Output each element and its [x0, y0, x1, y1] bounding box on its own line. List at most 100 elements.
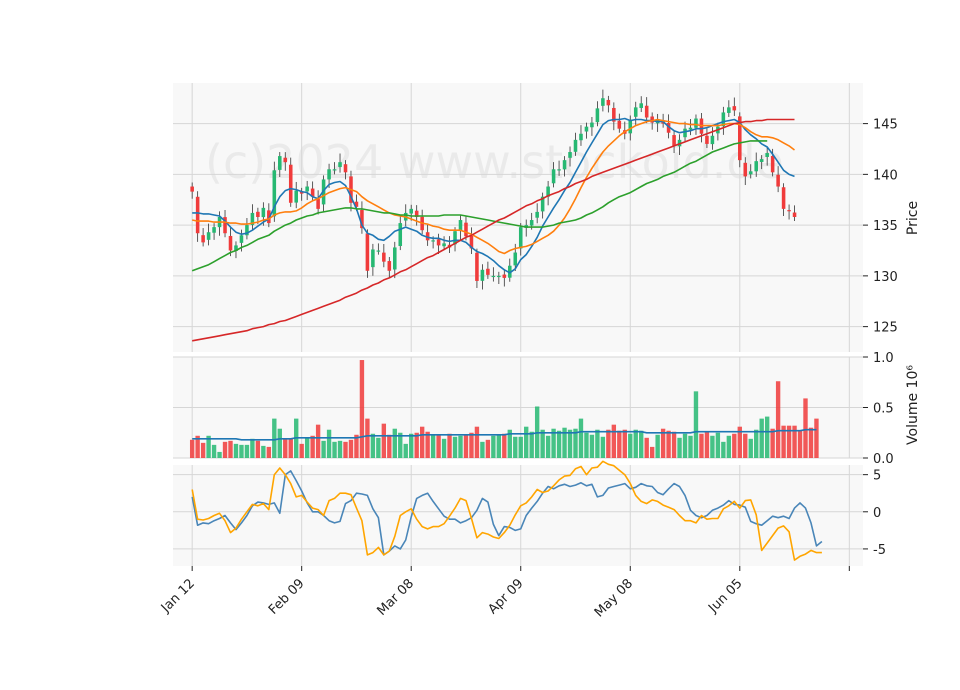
candle-body	[431, 240, 435, 242]
volume-bar	[304, 437, 310, 458]
candle	[267, 203, 271, 228]
volume-bar	[704, 431, 710, 458]
candle-body	[644, 105, 649, 118]
candle	[212, 223, 216, 240]
volume-bar	[250, 438, 255, 458]
candle	[765, 147, 769, 166]
candle-body	[776, 174, 780, 187]
candle-body	[414, 210, 419, 217]
candle	[272, 161, 277, 222]
volume-bar	[748, 438, 753, 458]
candle	[283, 152, 288, 171]
candle	[343, 160, 348, 180]
candle-body	[502, 274, 507, 278]
volume-bar	[529, 431, 534, 458]
candle-body	[672, 135, 676, 146]
volume-bar	[200, 442, 206, 458]
candle	[606, 95, 611, 113]
volume-bar	[518, 436, 523, 458]
volume-bar	[699, 433, 704, 458]
volume-bar	[425, 431, 430, 458]
volume-bar	[775, 381, 781, 458]
candle-body	[562, 160, 567, 170]
volume-bar	[469, 432, 474, 458]
candle-body	[781, 187, 786, 209]
volume-bar	[600, 436, 606, 458]
volume-bar	[660, 428, 666, 458]
x-tick-label: Jan 12	[158, 576, 198, 616]
candle-body	[770, 155, 775, 173]
volume-bar	[310, 435, 315, 458]
volume-bar	[436, 434, 441, 458]
candle	[557, 160, 561, 176]
x-tick-label: Apr 09	[485, 576, 526, 617]
volume-bar	[688, 435, 693, 458]
candle-body	[278, 156, 282, 170]
candle	[332, 162, 337, 175]
candle	[781, 183, 786, 216]
volume-bar	[682, 433, 688, 458]
volume-bar	[786, 425, 792, 458]
volume-bar	[792, 425, 797, 458]
volume-bar	[409, 433, 414, 458]
volume-bar	[233, 443, 239, 458]
candle-body	[464, 222, 468, 237]
candle-body	[639, 103, 643, 108]
volume-bar	[726, 435, 732, 458]
volume-bar	[458, 435, 463, 458]
candle	[508, 258, 512, 282]
candle	[464, 215, 468, 241]
candle	[502, 268, 507, 287]
candle	[573, 132, 578, 156]
volume-bar	[491, 435, 496, 458]
candle-body	[601, 98, 605, 106]
candle	[617, 113, 622, 133]
price-y-tick-label: 140	[873, 168, 898, 183]
candle-body	[250, 212, 255, 225]
volume-y-tick-label: 0.5	[873, 402, 894, 417]
candle-body	[710, 135, 715, 145]
osc-y-tick-label: 5	[873, 469, 881, 484]
candle	[748, 164, 753, 179]
candle-body	[195, 196, 200, 234]
candle	[436, 233, 441, 255]
volume-bar	[354, 434, 359, 458]
candle	[590, 117, 594, 136]
volume-bar	[639, 430, 644, 458]
volume-bar	[693, 391, 699, 458]
candle-body	[606, 99, 611, 106]
candle-body	[754, 161, 758, 172]
candle-body	[732, 106, 737, 111]
volume-bar	[370, 433, 376, 458]
volume-bar	[398, 432, 403, 458]
candle	[705, 128, 709, 148]
candle-body	[327, 169, 331, 180]
volume-bar	[414, 432, 419, 458]
volume-bar	[376, 437, 381, 458]
volume-bar	[348, 439, 354, 458]
volume-bar	[524, 426, 529, 458]
candle	[299, 187, 304, 201]
candle-body	[393, 247, 397, 270]
volume-bar	[474, 426, 480, 458]
oscillator-line-a	[191, 470, 823, 556]
volume-bar	[715, 432, 721, 458]
volume-bar	[513, 436, 518, 458]
candle	[371, 243, 375, 276]
candle	[727, 100, 731, 118]
candle	[338, 153, 342, 173]
candle-body	[332, 169, 337, 171]
candle-body	[721, 112, 726, 127]
oscillator-line-b	[191, 460, 822, 561]
candle	[491, 267, 496, 282]
candle-body	[540, 196, 545, 212]
candle	[568, 146, 572, 167]
candle	[551, 162, 556, 188]
candle-body	[442, 243, 446, 247]
candle-body	[310, 188, 315, 197]
candle-body	[535, 211, 539, 218]
candle	[469, 227, 474, 255]
volume-bar	[595, 429, 600, 458]
volume-bar	[502, 433, 507, 458]
